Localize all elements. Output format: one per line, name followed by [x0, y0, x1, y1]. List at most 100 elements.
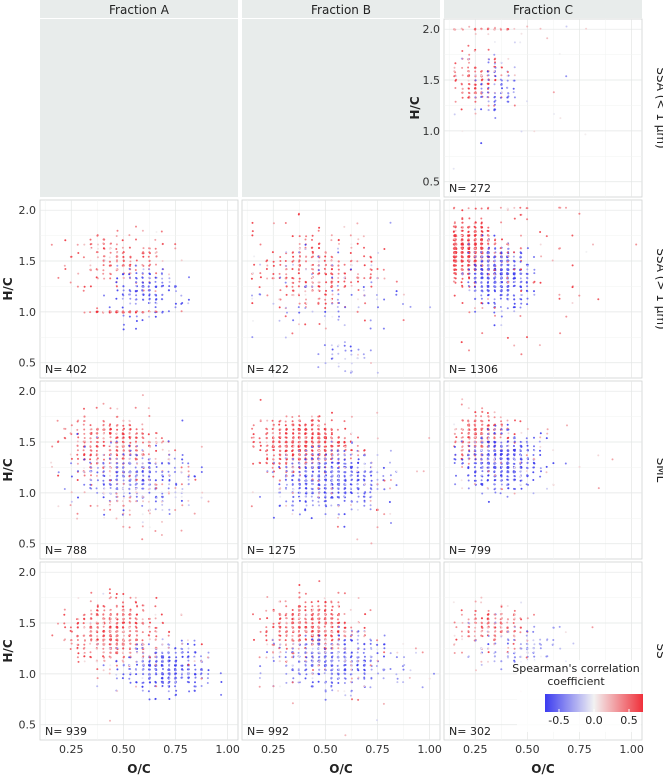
data-point — [481, 307, 484, 309]
data-point — [493, 41, 496, 43]
panel-2-2: N= 799 — [443, 380, 643, 560]
data-point — [337, 453, 340, 456]
data-point — [500, 483, 503, 486]
data-point — [168, 285, 171, 288]
data-point — [331, 315, 334, 318]
data-point — [331, 302, 334, 305]
data-point — [337, 467, 339, 469]
data-point — [271, 471, 274, 474]
data-point — [578, 212, 581, 215]
data-point — [356, 508, 359, 511]
data-point — [147, 461, 150, 464]
data-point — [493, 234, 496, 237]
data-point — [325, 487, 327, 490]
data-point — [461, 87, 464, 90]
data-point — [480, 268, 483, 271]
data-point — [338, 440, 340, 443]
data-point — [474, 264, 477, 267]
data-point — [324, 362, 327, 365]
data-point — [148, 491, 151, 494]
data-point — [102, 242, 105, 245]
data-point — [279, 289, 282, 292]
data-point — [337, 365, 340, 368]
data-point — [76, 428, 79, 431]
data-point — [350, 246, 353, 249]
data-point — [168, 281, 171, 283]
data-point — [134, 302, 137, 305]
data-point — [473, 432, 476, 435]
data-point — [109, 453, 112, 456]
data-point — [343, 454, 346, 456]
y-tick-label: 1.5 — [19, 436, 37, 449]
data-point — [506, 207, 509, 210]
data-point — [487, 246, 490, 249]
data-point — [499, 96, 502, 99]
data-point — [122, 525, 125, 528]
data-point — [96, 441, 99, 443]
data-point — [513, 104, 516, 107]
data-point — [298, 235, 301, 238]
data-point — [487, 86, 490, 89]
data-point — [304, 470, 307, 473]
data-point — [116, 462, 119, 465]
data-point — [311, 428, 313, 431]
data-point — [135, 327, 137, 330]
data-point — [148, 264, 151, 267]
data-point — [526, 247, 529, 250]
data-point — [97, 243, 99, 246]
data-point — [207, 500, 210, 503]
data-point — [147, 285, 150, 288]
data-point — [513, 264, 516, 267]
data-point — [298, 474, 301, 477]
panel-background — [39, 199, 239, 379]
data-point — [357, 306, 360, 309]
data-point — [141, 538, 144, 541]
data-point — [95, 310, 98, 313]
data-point — [493, 53, 496, 56]
data-point — [128, 492, 131, 495]
data-point — [520, 353, 523, 356]
data-point — [552, 91, 555, 94]
data-point — [298, 458, 301, 461]
data-point — [305, 491, 308, 494]
data-point — [324, 433, 327, 436]
data-point — [487, 289, 490, 292]
data-point — [129, 428, 132, 431]
data-point — [461, 229, 464, 232]
data-point — [102, 440, 105, 443]
data-point — [83, 432, 86, 435]
data-point — [285, 306, 287, 309]
data-point — [474, 221, 477, 224]
data-point — [376, 411, 379, 414]
data-point — [116, 488, 119, 491]
data-point — [252, 440, 255, 443]
data-point — [500, 281, 503, 284]
data-point — [493, 437, 496, 440]
data-point — [533, 293, 536, 296]
data-point — [84, 440, 86, 443]
data-point — [279, 276, 282, 279]
data-point — [148, 315, 151, 318]
data-point — [343, 525, 346, 528]
data-point — [102, 420, 105, 423]
data-point — [174, 243, 177, 246]
data-point — [487, 48, 490, 51]
data-point — [480, 415, 483, 418]
data-point — [349, 487, 352, 490]
data-point — [337, 247, 339, 250]
data-point — [513, 294, 516, 297]
data-point — [362, 289, 365, 292]
data-point — [154, 247, 157, 250]
data-point — [468, 226, 471, 228]
data-point — [265, 445, 268, 447]
data-point — [148, 294, 151, 297]
data-point — [311, 504, 314, 507]
data-point — [460, 234, 463, 237]
data-point — [318, 501, 321, 503]
data-point — [507, 57, 510, 60]
data-point — [383, 479, 386, 482]
data-point — [526, 273, 529, 275]
data-point — [533, 272, 536, 275]
data-point — [128, 315, 131, 318]
data-point — [488, 58, 490, 61]
